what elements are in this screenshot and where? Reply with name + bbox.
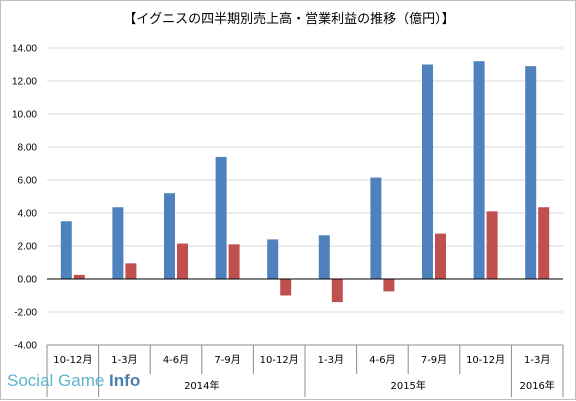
bar-series-1: [267, 239, 279, 279]
y-axis-tick-labels: 14.00 12.00 10.00 8.00 6.00 4.00 2.00 0.00 -2.00…: [12, 44, 37, 352]
x-category-label: 7-9月: [214, 354, 240, 366]
watermark-social-text: Social Game: [7, 371, 109, 390]
bar-series-1: [422, 64, 433, 279]
x-axis: [46, 278, 564, 397]
bar-series-1: [215, 156, 227, 279]
x-category-label: 1-3月: [111, 354, 137, 366]
bar-series-2: [177, 243, 188, 279]
bar-series-2: [331, 279, 343, 303]
x-category-label: 10-12月: [466, 354, 505, 366]
svg-text:Social Game Info: Social Game Info: [7, 371, 140, 390]
bar-series-1: [164, 193, 175, 279]
x-category-label: 4-6月: [369, 354, 395, 366]
y-tick-label: -4.00: [14, 341, 37, 352]
bar-series-1: [370, 177, 382, 279]
bar-series-2: [538, 207, 550, 279]
x-category-label: 1-3月: [318, 354, 344, 366]
bar-series-1: [318, 235, 330, 279]
chart-title: 【イグニスの四半期別売上高・営業利益の推移（億円）】: [123, 11, 454, 27]
bar-series-1: [525, 66, 537, 280]
x-category-label: 10-12月: [260, 354, 299, 366]
y-tick-label: 12.00: [12, 77, 37, 88]
y-tick-label: 2.00: [18, 242, 38, 253]
bar-series-1: [112, 207, 124, 279]
x-year-label: 2014年: [184, 379, 219, 392]
bar-series-2: [486, 211, 498, 279]
y-tick-label: 10.00: [12, 110, 37, 121]
bar-series-2: [73, 274, 85, 279]
x-category-label: 7-9月: [421, 354, 447, 366]
x-year-label: 2016年: [519, 379, 554, 392]
bar-series-1: [473, 61, 485, 280]
bar-series-2: [125, 263, 137, 279]
y-tick-label: 4.00: [18, 209, 38, 220]
bar-series-1: [60, 221, 72, 279]
y-tick-label: 6.00: [18, 176, 38, 187]
y-tick-label: -2.00: [14, 308, 37, 319]
bar-series-2: [280, 279, 292, 296]
watermark-info-text: Info: [109, 371, 140, 390]
bar-series-2: [435, 233, 446, 279]
x-category-label: 4-6月: [163, 354, 189, 366]
y-tick-label: 8.00: [18, 143, 38, 154]
x-year-label: 2015年: [390, 379, 425, 392]
y-tick-label: 0.00: [18, 275, 38, 286]
y-tick-label: 14.00: [12, 44, 37, 55]
watermark-logo: Social Game Info: [7, 371, 140, 390]
x-category-label: 10-12月: [53, 354, 92, 366]
bar-series-2: [228, 244, 240, 279]
x-axis-labels: 10-12月 1-3月 4-6月 7-9月 10-12月 1-3月 4-6月 7-9月 10-1…: [53, 354, 555, 392]
bar-series-2: [383, 279, 395, 292]
bars: [60, 61, 550, 303]
x-category-label: 1-3月: [524, 354, 550, 366]
gridlines: [47, 47, 563, 346]
